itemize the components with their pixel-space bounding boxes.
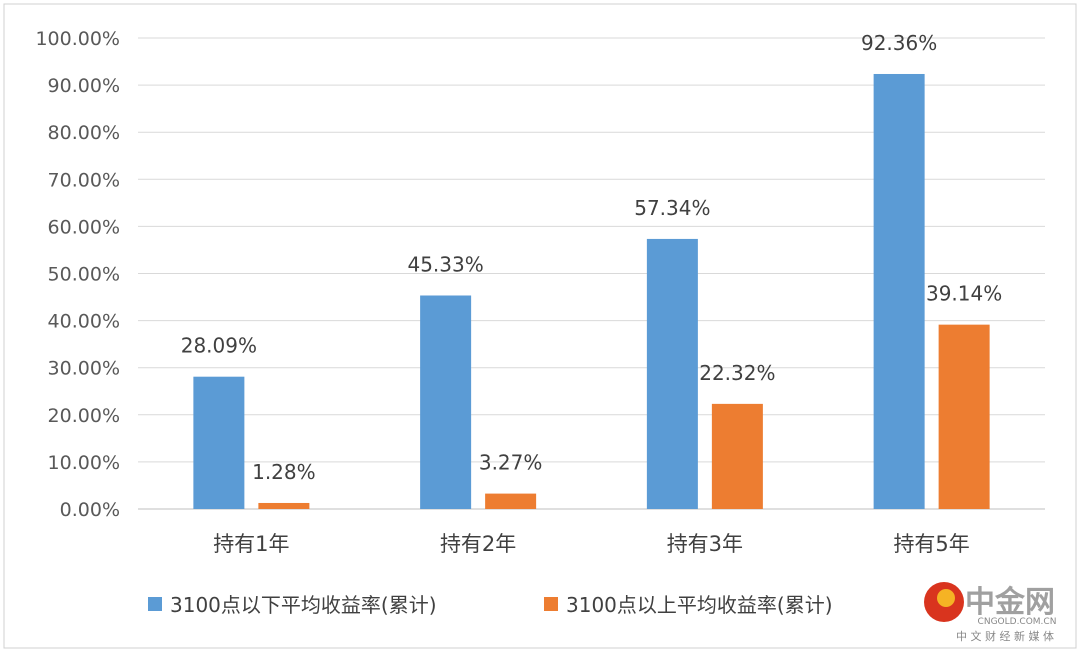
legend-swatch [544,597,558,611]
x-tick-label: 持有2年 [440,532,516,556]
bar-below-3100 [193,376,245,509]
data-label: 57.34% [634,196,710,220]
data-label: 39.14% [926,282,1002,306]
data-label: 22.32% [699,361,775,385]
watermark-logo: 中金网 CNGOLD.COM.CN 中 文 财 经 新 媒 体 [924,582,1056,643]
data-label: 3.27% [479,451,543,475]
y-tick-label: 70.00% [48,169,120,191]
x-tick-label: 持有5年 [893,532,969,556]
y-tick-label: 10.00% [48,452,120,474]
bar-below-3100 [873,73,925,509]
watermark-brand: 中金网 [965,585,1055,620]
data-label: 1.28% [252,460,316,484]
bar-above-3100 [258,502,310,509]
data-label: 45.33% [407,252,483,276]
y-tick-label: 30.00% [48,358,120,380]
x-tick-label: 持有1年 [213,532,289,556]
data-label: 28.09% [181,334,257,358]
bar-above-3100 [711,403,763,509]
data-label: 92.36% [861,31,937,55]
legend-label: 3100点以下平均收益率(累计) [170,593,437,617]
y-tick-label: 90.00% [48,75,120,97]
y-tick-label: 40.00% [48,311,120,333]
y-tick-label: 80.00% [48,122,120,144]
bar-above-3100 [485,493,537,509]
y-tick-label: 20.00% [48,405,120,427]
watermark-url: CNGOLD.COM.CN [978,617,1057,627]
watermark-tagline: 中 文 财 经 新 媒 体 [956,629,1054,643]
y-tick-label: 0.00% [60,499,120,521]
y-tick-label: 60.00% [48,216,120,238]
x-tick-label: 持有3年 [667,532,743,556]
bar-above-3100 [938,324,990,509]
legend-label: 3100点以上平均收益率(累计) [566,593,833,617]
y-tick-label: 50.00% [48,264,120,286]
bar-below-3100 [420,295,472,509]
y-tick-label: 100.00% [35,28,120,50]
legend-swatch [148,597,162,611]
bar-below-3100 [646,238,698,510]
